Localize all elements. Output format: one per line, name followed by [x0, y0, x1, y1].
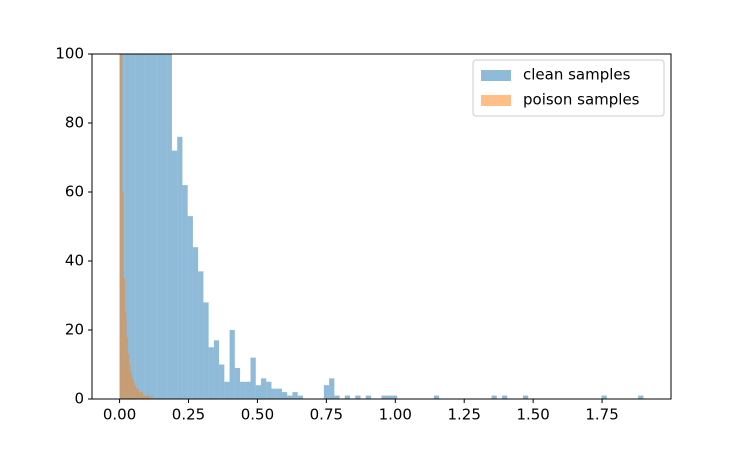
bar: [234, 367, 241, 399]
bar: [161, 54, 167, 399]
bar: [134, 385, 137, 399]
bar: [261, 378, 267, 399]
x-tick-label: 0.00: [103, 406, 136, 424]
bar: [271, 388, 277, 399]
bar: [177, 136, 183, 399]
bar: [638, 395, 644, 399]
x-tick-label: 1.00: [379, 406, 412, 424]
bar: [151, 395, 153, 399]
bar: [131, 378, 134, 399]
bar: [213, 340, 220, 399]
bar: [219, 364, 225, 399]
bar: [250, 357, 256, 399]
bar: [148, 395, 150, 399]
bar: [281, 392, 288, 399]
bar: [203, 302, 209, 399]
bar: [119, 54, 121, 399]
bar: [381, 395, 387, 399]
bar: [141, 392, 144, 399]
bar: [130, 54, 136, 399]
bar: [522, 395, 529, 399]
bar: [138, 392, 141, 399]
y-tick-label: 80: [65, 114, 84, 132]
plot-area: [119, 54, 644, 399]
bar: [229, 330, 235, 399]
bar: [156, 54, 162, 399]
x-tick-label: 0.50: [241, 406, 274, 424]
bar: [140, 392, 142, 399]
bar: [192, 247, 199, 399]
bar: [491, 395, 497, 399]
bar: [125, 312, 127, 399]
bar: [135, 54, 141, 399]
bar: [224, 381, 230, 399]
bar: [292, 392, 298, 399]
bar: [245, 381, 251, 399]
bar: [433, 395, 440, 399]
bar: [266, 381, 272, 399]
bar: [391, 395, 398, 399]
y-tick-label: 20: [65, 321, 84, 339]
bar: [144, 395, 146, 399]
bar: [208, 347, 214, 399]
bar: [501, 395, 508, 399]
bar: [127, 354, 130, 399]
bar: [297, 395, 303, 399]
plot-frame: [91, 53, 672, 400]
bar: [133, 381, 135, 399]
y-tick-label: 60: [65, 183, 84, 201]
bar: [287, 395, 293, 399]
bar: [171, 150, 178, 399]
legend-swatch: [481, 70, 511, 81]
bar: [140, 54, 146, 399]
bar: [187, 216, 193, 399]
legend-label: poison samples: [523, 91, 640, 109]
bar: [130, 371, 132, 399]
bar: [136, 388, 138, 399]
bar: [198, 271, 204, 399]
bar: [323, 385, 330, 399]
x-tick-label: 1.75: [585, 406, 618, 424]
bar: [151, 54, 157, 399]
bar: [355, 395, 361, 399]
legend-box: [472, 59, 665, 117]
bar: [145, 395, 148, 399]
bar: [601, 395, 607, 399]
bar: [240, 381, 246, 399]
bar: [344, 395, 351, 399]
y-tick-label: 100: [55, 45, 84, 63]
bar: [129, 364, 131, 399]
bar: [255, 385, 262, 399]
bar: [143, 395, 145, 399]
bar: [166, 54, 172, 399]
bar: [124, 54, 131, 399]
bar: [276, 388, 282, 399]
bar: [137, 388, 139, 399]
x-tick-label: 0.75: [310, 406, 343, 424]
bar: [329, 378, 335, 399]
x-tick-label: 0.25: [172, 406, 205, 424]
bar: [365, 395, 372, 399]
x-tick-label: 1.25: [448, 406, 481, 424]
bar: [126, 336, 128, 399]
legend-label: clean samples: [523, 66, 631, 84]
bar: [386, 395, 392, 399]
y-tick-label: 0: [74, 390, 84, 408]
bar: [182, 185, 188, 399]
bar: [145, 54, 152, 399]
legend-swatch: [481, 95, 511, 106]
x-tick-label: 1.50: [516, 406, 549, 424]
y-tick-label: 40: [65, 252, 84, 270]
bar: [122, 192, 124, 399]
bar: [120, 54, 123, 399]
bar: [147, 395, 149, 399]
bar: [123, 278, 126, 399]
bar: [334, 395, 340, 399]
